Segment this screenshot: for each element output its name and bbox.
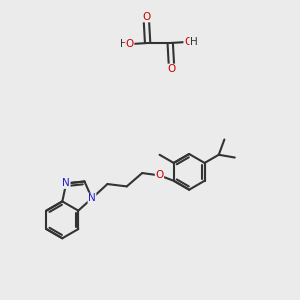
Text: O: O (142, 12, 151, 22)
Text: O: O (184, 37, 192, 47)
Text: O: O (167, 64, 175, 74)
Text: O: O (126, 39, 134, 49)
Text: N: N (88, 193, 96, 203)
Text: H: H (190, 37, 198, 47)
Text: O: O (155, 170, 164, 180)
Text: N: N (62, 178, 70, 188)
Text: H: H (120, 39, 128, 49)
